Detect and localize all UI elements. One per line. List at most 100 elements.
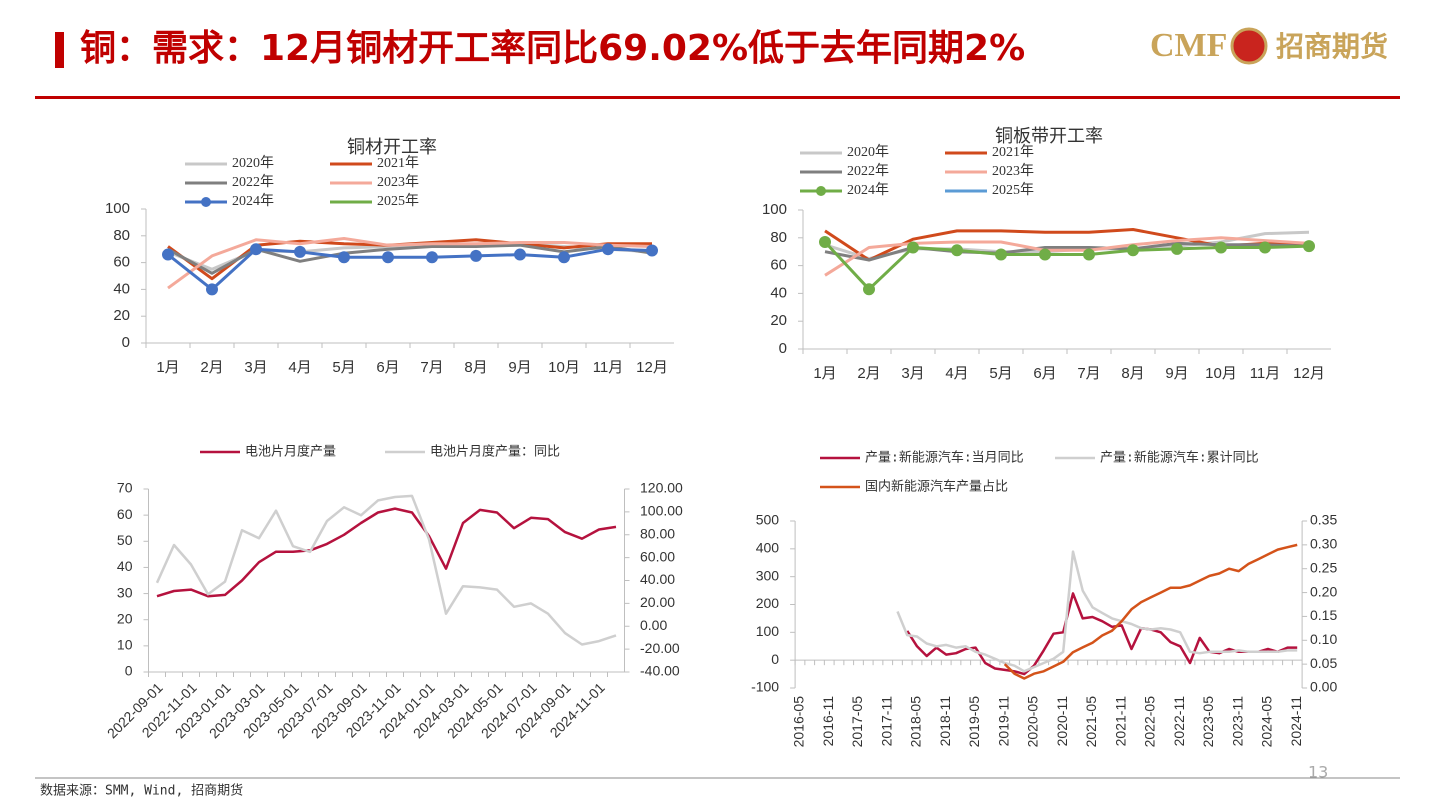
y2-tick-label: 0.00 (640, 617, 667, 633)
y-tick-label: 0 (122, 334, 130, 351)
series-line (896, 550, 1298, 673)
x-tick-label: 10月 (548, 359, 580, 376)
y-tick-label: 20 (113, 307, 130, 324)
point-marker (426, 251, 438, 264)
x-tick-label: 2020-11 (1054, 696, 1070, 747)
point-marker (206, 283, 218, 296)
x-tick-label: 2021-05 (1083, 696, 1099, 748)
legend-label: 电池片月度产量：同比 (430, 444, 560, 460)
series-line (824, 241, 1310, 262)
series-line (167, 243, 653, 275)
point-marker (514, 248, 526, 261)
y-tick-label: 200 (756, 595, 780, 611)
legend-label: 2025年 (992, 182, 1034, 198)
x-tick-label: 12月 (636, 359, 668, 376)
series-line (156, 507, 617, 598)
y2-tick-label: 0.15 (1310, 607, 1337, 623)
x-tick-label: 2016-11 (820, 696, 836, 747)
y2-tick-label: 0.20 (1310, 583, 1337, 599)
point-marker (602, 243, 614, 256)
y-tick-label: 80 (770, 229, 787, 246)
point-marker (162, 248, 174, 261)
x-tick-label: 3月 (901, 365, 924, 382)
y-tick-label: 40 (770, 284, 787, 301)
point-marker (1259, 241, 1271, 254)
legend-label: 产量:新能源汽车:当月同比 (865, 450, 1024, 466)
y-tick-label: 500 (756, 512, 780, 528)
x-tick-label: 8月 (1121, 365, 1144, 382)
point-marker (294, 245, 306, 258)
x-tick-label: 2022-11 (1171, 696, 1187, 747)
x-tick-label: 12月 (1293, 365, 1325, 382)
point-marker (1171, 242, 1183, 255)
x-tick-label: 1月 (156, 359, 179, 376)
y2-tick-label: 0.05 (1310, 655, 1337, 671)
x-tick-label: 7月 (1077, 365, 1100, 382)
x-tick-label: 2016-05 (791, 696, 807, 748)
x-tick-label: 2月 (857, 365, 880, 382)
x-tick-label: 2024-11 (1288, 696, 1304, 747)
point-marker (1303, 240, 1315, 253)
y-tick-label: 60 (117, 506, 133, 522)
x-tick-label: 6月 (1033, 365, 1056, 382)
x-tick-label: 5月 (989, 365, 1012, 382)
legend-label: 2024年 (847, 182, 889, 198)
y-tick-label: 100 (762, 201, 787, 218)
y-tick-label: 40 (117, 558, 133, 574)
y2-tick-label: 0.10 (1310, 631, 1337, 647)
y2-tick-label: 20.00 (640, 594, 675, 610)
legend-label: 电池片月度产量 (245, 444, 336, 460)
y-tick-label: 0 (771, 651, 779, 667)
y-tick-label: 10 (117, 637, 133, 653)
slide-title: 铜：需求：12月铜材开工率同比69.02%低于去年同期2% (80, 28, 1025, 69)
point-marker (558, 251, 570, 264)
logo-text: CMF (1150, 27, 1227, 64)
chart-title: 铜板带开工率 (995, 126, 1103, 147)
x-tick-label: 2023-11 (1229, 696, 1245, 747)
y-tick-label: 0 (779, 340, 787, 357)
series-line (1003, 543, 1298, 680)
y-tick-label: 30 (117, 584, 133, 600)
y-tick-label: 20 (117, 610, 133, 626)
legend-label: 2024年 (232, 193, 274, 209)
x-tick-label: 2017-05 (849, 696, 865, 748)
y-tick-label: -100 (751, 679, 779, 695)
y2-tick-label: 100.00 (640, 503, 683, 519)
point-marker (819, 235, 831, 248)
x-tick-label: 2023-05 (1200, 696, 1216, 748)
point-marker (382, 251, 394, 264)
series-line (823, 240, 1310, 291)
legend-marker (816, 186, 826, 196)
chart-title: 铜材开工率 (347, 137, 437, 158)
legend-label: 2020年 (847, 144, 889, 160)
x-tick-label: 5月 (332, 359, 355, 376)
y2-tick-label: 60.00 (640, 548, 675, 564)
legend-marker (201, 197, 211, 207)
point-marker (1215, 241, 1227, 254)
point-marker (995, 248, 1007, 261)
x-tick-label: 8月 (464, 359, 487, 376)
point-marker (250, 243, 262, 256)
y2-tick-label: -20.00 (640, 640, 680, 656)
y2-tick-label: 40.00 (640, 571, 675, 587)
x-tick-label: 2月 (200, 359, 223, 376)
legend-label: 2021年 (992, 144, 1034, 160)
page-number: 13 (1308, 763, 1328, 782)
x-tick-label: 2020-05 (1025, 696, 1041, 748)
y-tick-label: 400 (756, 540, 780, 556)
legend-label: 2022年 (232, 174, 274, 190)
legend-label: 2020年 (232, 155, 274, 171)
point-marker (907, 241, 919, 254)
point-marker (470, 249, 482, 262)
x-tick-label: 2018-11 (937, 696, 953, 747)
x-tick-label: 1月 (813, 365, 836, 382)
y-tick-label: 50 (117, 532, 133, 548)
point-marker (951, 244, 963, 257)
y-tick-label: 80 (113, 227, 130, 244)
y2-tick-label: -40.00 (640, 663, 680, 679)
y-tick-label: 0 (125, 663, 133, 679)
legend-label: 2025年 (377, 193, 419, 209)
x-tick-label: 11月 (593, 359, 624, 376)
point-marker (1127, 244, 1139, 257)
